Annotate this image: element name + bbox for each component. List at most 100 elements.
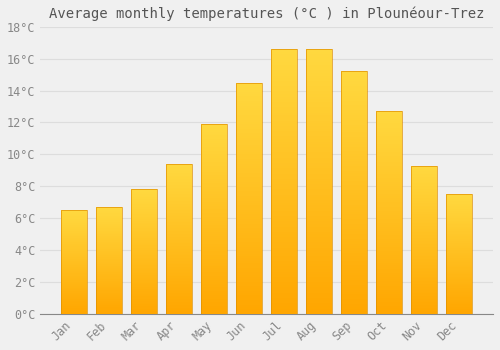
Bar: [166, 182, 192, 183]
Bar: [131, 262, 157, 263]
Bar: [201, 238, 228, 240]
Bar: [376, 174, 402, 176]
Bar: [341, 142, 367, 144]
Bar: [96, 212, 122, 214]
Bar: [446, 216, 472, 217]
Bar: [236, 182, 262, 184]
Bar: [376, 223, 402, 225]
Bar: [306, 147, 332, 150]
Bar: [411, 241, 438, 243]
Bar: [341, 253, 367, 256]
Bar: [411, 244, 438, 246]
Bar: [411, 308, 438, 309]
Bar: [306, 76, 332, 78]
Bar: [341, 290, 367, 292]
Bar: [341, 263, 367, 265]
Bar: [236, 161, 262, 163]
Bar: [236, 233, 262, 235]
Bar: [446, 288, 472, 289]
Bar: [411, 174, 438, 176]
Bar: [131, 254, 157, 256]
Bar: [201, 183, 228, 185]
Bar: [166, 166, 192, 167]
Bar: [96, 312, 122, 313]
Bar: [341, 193, 367, 195]
Bar: [341, 118, 367, 120]
Bar: [341, 278, 367, 280]
Bar: [236, 189, 262, 191]
Bar: [166, 177, 192, 179]
Bar: [201, 253, 228, 255]
Bar: [271, 266, 297, 269]
Bar: [306, 176, 332, 179]
Bar: [61, 268, 87, 269]
Bar: [96, 214, 122, 215]
Bar: [271, 110, 297, 113]
Bar: [411, 256, 438, 258]
Bar: [306, 126, 332, 128]
Bar: [236, 215, 262, 217]
Bar: [271, 142, 297, 145]
Bar: [341, 147, 367, 149]
Bar: [236, 279, 262, 281]
Bar: [131, 242, 157, 243]
Bar: [306, 49, 332, 314]
Bar: [236, 184, 262, 187]
Bar: [376, 217, 402, 219]
Bar: [166, 194, 192, 195]
Bar: [411, 192, 438, 194]
Bar: [166, 208, 192, 209]
Bar: [61, 242, 87, 243]
Bar: [236, 228, 262, 231]
Bar: [376, 310, 402, 312]
Bar: [236, 286, 262, 288]
Bar: [411, 204, 438, 205]
Bar: [61, 236, 87, 237]
Bar: [446, 194, 472, 195]
Bar: [131, 274, 157, 275]
Bar: [376, 251, 402, 253]
Bar: [271, 128, 297, 131]
Bar: [236, 304, 262, 307]
Bar: [376, 288, 402, 289]
Bar: [306, 121, 332, 123]
Bar: [166, 271, 192, 272]
Bar: [131, 289, 157, 290]
Bar: [131, 204, 157, 206]
Bar: [341, 195, 367, 197]
Bar: [61, 279, 87, 280]
Bar: [131, 237, 157, 238]
Bar: [306, 293, 332, 295]
Bar: [341, 113, 367, 115]
Bar: [61, 298, 87, 299]
Bar: [446, 225, 472, 226]
Bar: [201, 295, 228, 297]
Bar: [201, 261, 228, 262]
Bar: [166, 173, 192, 174]
Bar: [341, 229, 367, 231]
Bar: [166, 245, 192, 246]
Bar: [376, 142, 402, 144]
Bar: [271, 174, 297, 176]
Bar: [131, 267, 157, 268]
Bar: [61, 292, 87, 293]
Bar: [376, 265, 402, 267]
Bar: [96, 309, 122, 310]
Bar: [341, 103, 367, 105]
Bar: [376, 219, 402, 221]
Bar: [341, 258, 367, 260]
Bar: [411, 234, 438, 235]
Bar: [271, 84, 297, 86]
Bar: [376, 121, 402, 124]
Bar: [61, 300, 87, 301]
Bar: [96, 265, 122, 266]
Bar: [446, 218, 472, 219]
Bar: [446, 238, 472, 240]
Bar: [236, 263, 262, 265]
Bar: [61, 282, 87, 283]
Bar: [61, 212, 87, 213]
Bar: [341, 93, 367, 96]
Bar: [61, 220, 87, 222]
Bar: [271, 131, 297, 134]
Bar: [61, 243, 87, 244]
